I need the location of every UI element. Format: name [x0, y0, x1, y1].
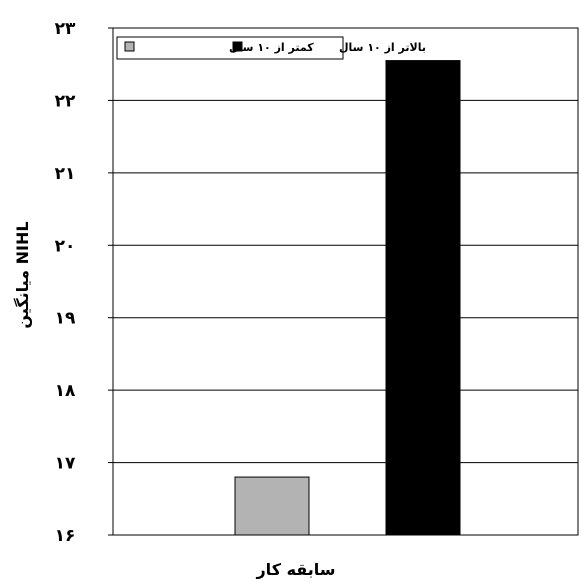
y-axis-ticks: ۱۶ ۱۷ ۱۸ ۱۹ ۲۰ ۲۱ ۲۲ ۲۳	[55, 19, 113, 546]
y-tick-label: ۲۳	[55, 19, 76, 39]
y-tick-label: ۲۱	[55, 164, 76, 184]
legend-box	[116, 36, 344, 60]
y-tick-label: ۱۶	[55, 526, 76, 546]
legend: کمتر از ۱۰ سال بالاتر از ۱۰ سال	[116, 36, 426, 60]
y-tick-label: ۱۸	[55, 381, 76, 401]
legend-swatch-2	[232, 41, 243, 52]
bar-2	[385, 60, 461, 536]
y-axis-title: میانگین NIHL	[13, 221, 32, 328]
legend-swatch-1	[124, 41, 135, 52]
bars	[234, 60, 461, 536]
legend-label-2: بالاتر از ۱۰ سال	[339, 41, 426, 54]
y-tick-label: ۱۷	[55, 454, 76, 474]
bar-1	[234, 476, 310, 536]
gridlines	[113, 99, 578, 464]
plot-area-frame	[112, 27, 579, 536]
x-axis-title: سابقه کار	[255, 560, 335, 579]
y-tick-label: ۱۹	[55, 309, 76, 329]
y-tick-label: ۲۲	[55, 91, 76, 111]
legend-label-1: کمتر از ۱۰ سال	[229, 41, 314, 54]
y-tick-label: ۲۰	[55, 236, 76, 256]
